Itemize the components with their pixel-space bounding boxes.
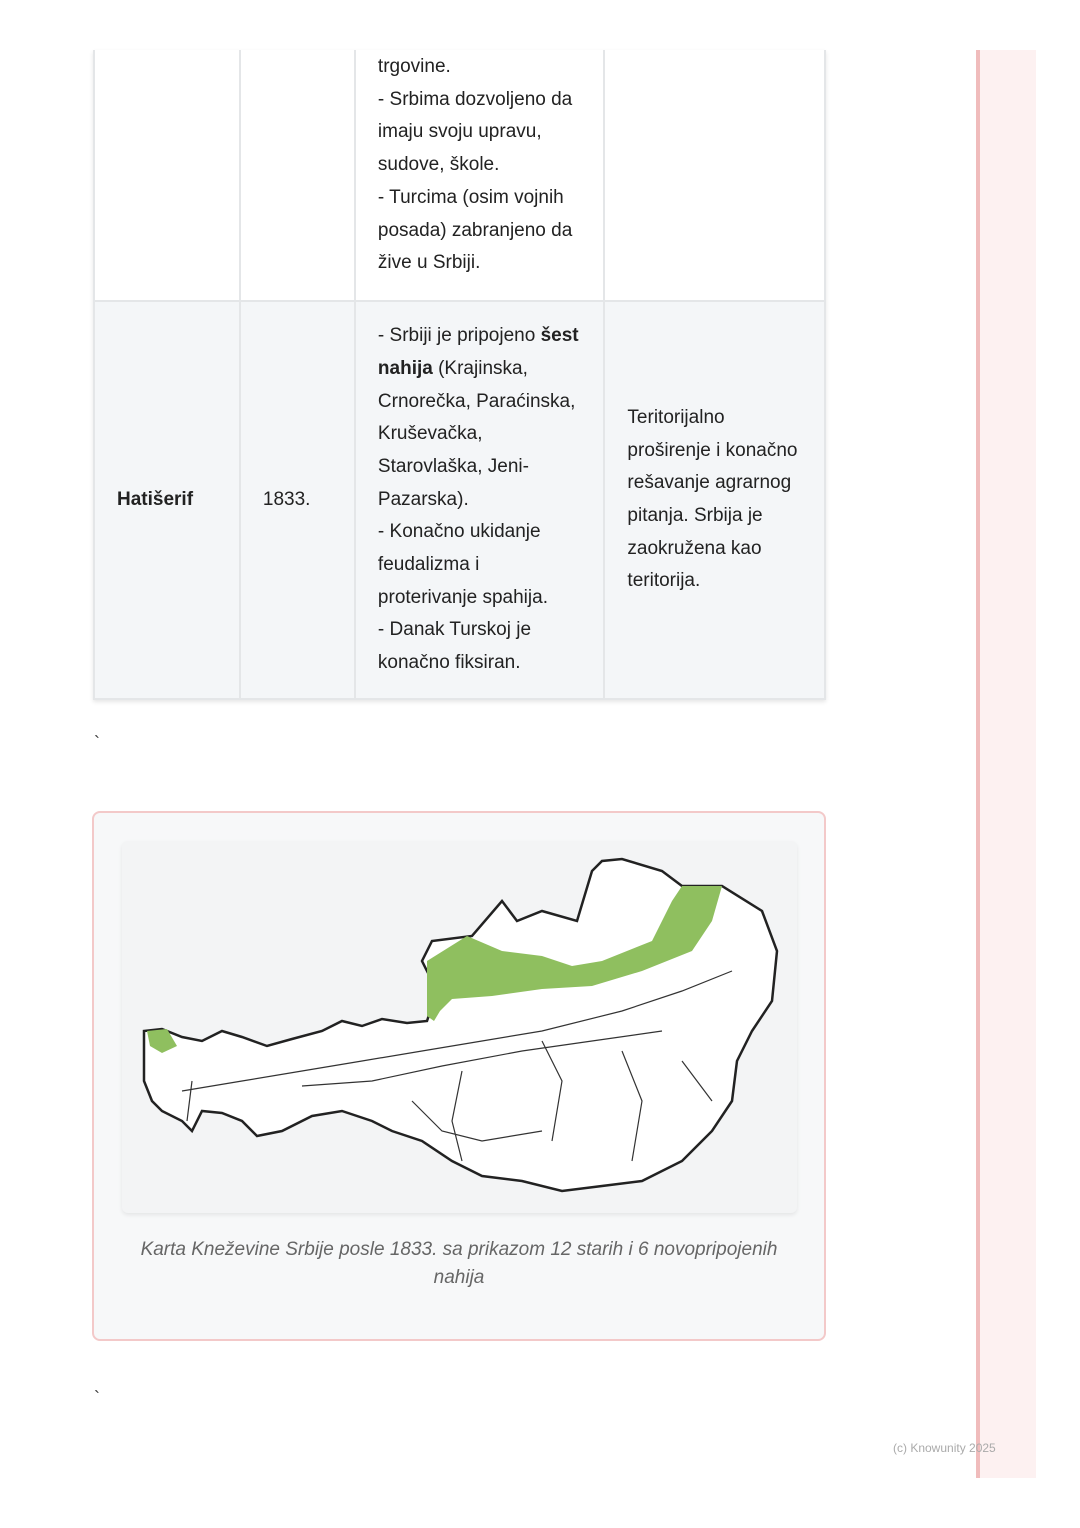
map-image	[122, 841, 797, 1213]
text: (Krajinska, Crnorečka, Paraćinska, Kruše…	[377, 357, 576, 510]
content-line: - Danak Turskoj je konačno fiksiran.	[377, 619, 532, 674]
content-line: - Srbima dozvoljeno da imaju svoju uprav…	[377, 88, 573, 176]
content-line: - Srbiji je pripojeno šest nahija (Kraji…	[378, 320, 582, 516]
content-line: - Turcima (osim vojnih posada) zabranjen…	[377, 186, 573, 274]
table-row: Hatišerif 1833. - Srbiji je pripojeno še…	[93, 300, 826, 700]
highlight-region-north	[427, 886, 722, 1021]
country-outline	[142, 857, 779, 1193]
table-row: trgovine. - Srbima dozvoljeno da imaju sv…	[93, 50, 826, 302]
cell-year	[238, 50, 356, 302]
map-svg	[142, 857, 779, 1193]
bold-text: šest nahija	[377, 325, 579, 379]
cell-year: 1833.	[238, 300, 356, 700]
figure-box: Karta Kneževine Srbije posle 1833. sa pr…	[92, 811, 826, 1341]
cell-name	[93, 50, 241, 302]
cell-name: Hatišerif	[93, 300, 241, 700]
highlight-region-west	[147, 1029, 177, 1053]
separator-mark: `	[94, 733, 100, 753]
internal-borders	[181, 970, 733, 1162]
side-panel	[976, 50, 1036, 1478]
copyright-footer: (c) Knowunity 2025	[893, 1441, 996, 1455]
content-line: - Konačno ukidanje feudalizma i proteriv…	[377, 521, 548, 608]
separator-mark: `	[94, 1388, 100, 1408]
cell-significance	[603, 50, 826, 302]
text: - Srbiji je pripojeno	[377, 325, 541, 347]
cell-significance: Teritorijalno proširenje i konačno rešav…	[603, 300, 826, 700]
cell-content: trgovine. - Srbima dozvoljeno da imaju sv…	[353, 50, 606, 302]
cell-content: - Srbiji je pripojeno šest nahija (Kraji…	[353, 300, 606, 700]
content-line: trgovine.	[377, 56, 451, 77]
figure-caption: Karta Kneževine Srbije posle 1833. sa pr…	[140, 1239, 778, 1288]
treaties-table: trgovine. - Srbima dozvoljeno da imaju sv…	[93, 50, 826, 700]
